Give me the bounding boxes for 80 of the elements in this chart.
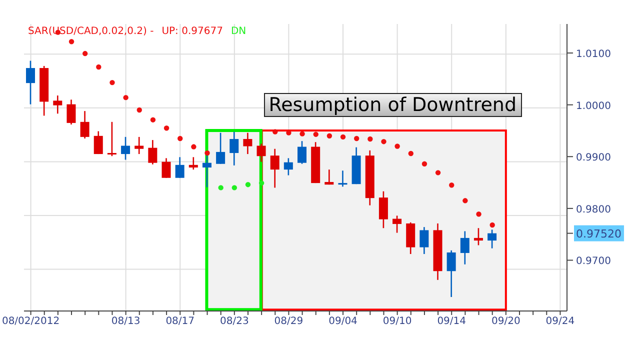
candlestick — [53, 94, 62, 114]
point — [476, 212, 482, 217]
point — [272, 129, 278, 134]
y-tick-label: 0.97520 — [576, 227, 622, 240]
point — [96, 64, 102, 70]
candlestick — [488, 229, 497, 249]
point — [136, 107, 142, 113]
point — [258, 180, 264, 186]
candlestick — [392, 215, 402, 234]
point — [435, 170, 441, 176]
x-tick-label: 08/13 — [111, 316, 140, 328]
candlestick — [148, 139, 158, 166]
candlestick — [378, 190, 388, 229]
candlestick — [298, 140, 306, 165]
point — [326, 133, 332, 138]
text: DN — [230, 26, 246, 37]
point — [394, 144, 400, 149]
point — [462, 198, 468, 204]
point — [286, 130, 292, 136]
candlestick — [338, 170, 348, 188]
text: UP: 0.97677 — [162, 26, 223, 37]
point — [123, 94, 128, 100]
point — [408, 150, 414, 156]
y-tick-label: 1.0000 — [576, 100, 611, 112]
candlestick — [134, 136, 144, 155]
x-tick-label: 09/24 — [546, 316, 575, 328]
candlestick — [284, 158, 293, 176]
candlestick — [188, 156, 198, 170]
candlestick — [107, 121, 116, 157]
point — [422, 161, 428, 166]
x-tick-label: 09/20 — [492, 316, 520, 328]
candlestick — [406, 222, 416, 255]
point — [68, 39, 74, 44]
point — [245, 182, 251, 188]
x-tick-label: 08/02/2012 — [2, 316, 60, 328]
annotation: Resumption of Downtrend — [268, 94, 517, 116]
candlestick — [66, 98, 76, 126]
candlestick — [446, 250, 456, 298]
point — [218, 185, 224, 190]
y-tick-label: 0.9900 — [576, 152, 611, 164]
point — [313, 132, 318, 137]
point — [232, 185, 238, 190]
x-tick-label: 09/14 — [437, 316, 466, 328]
point — [204, 150, 210, 156]
x-tick-label: 09/04 — [328, 316, 358, 328]
y-tick-label: 1.0100 — [576, 49, 611, 60]
candlestick — [256, 143, 266, 162]
point — [178, 136, 183, 142]
candlestick — [94, 130, 103, 155]
candlestick — [162, 158, 171, 179]
candlestick — [175, 156, 184, 179]
point — [82, 50, 88, 56]
y-tick-label: 0.9700 — [576, 256, 611, 268]
candlestick — [460, 230, 470, 266]
candlestick — [324, 168, 334, 186]
point — [354, 136, 360, 142]
candlestick — [216, 132, 226, 165]
point — [340, 134, 346, 140]
point — [449, 182, 454, 188]
candlestick — [121, 136, 130, 160]
point — [150, 117, 156, 122]
x-tick-label: 09/10 — [382, 316, 412, 328]
candlestick — [420, 226, 429, 255]
candlestick — [243, 132, 252, 155]
point — [300, 131, 305, 136]
candlestick — [270, 148, 280, 188]
point — [368, 136, 373, 142]
candlestick — [230, 131, 239, 166]
point — [381, 138, 386, 144]
candlestick — [26, 60, 35, 105]
point — [110, 80, 115, 86]
y-tick-label: 0.9800 — [576, 204, 611, 216]
x-tick-label: 08/23 — [220, 316, 249, 328]
point — [164, 126, 170, 131]
candlestick — [474, 227, 483, 246]
candlestick — [80, 110, 90, 140]
x-tick-label: 08/17 — [166, 316, 195, 328]
point — [490, 222, 495, 228]
point — [191, 144, 196, 150]
x-tick-label: 08/29 — [274, 316, 304, 328]
